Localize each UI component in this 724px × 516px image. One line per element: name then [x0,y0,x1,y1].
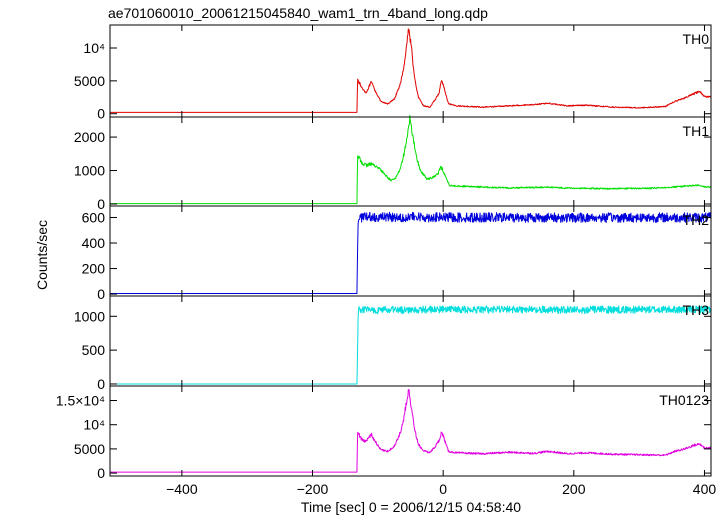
panel-frame [109,24,712,118]
series-line-th2 [109,211,712,294]
x-tick-label: 200 [562,481,586,497]
panel-th0: 0 5000 10⁴ TH0 [74,24,712,122]
x-axis-label: Time [sec] 0 = 2006/12/15 04:58:40 [301,499,521,515]
y-tick-label: 1000 [74,163,105,179]
y-tick-label: 0 [97,196,105,212]
y-tick-label: 600 [82,209,106,225]
y-tick-label: 1.5×10⁴ [56,393,105,409]
chart-title: ae701060010_20061215045840_wam1_trn_4ban… [108,5,488,21]
y-tick-label: 1000 [74,308,105,324]
panel-frame [109,116,712,207]
y-tick-label: 10⁴ [83,40,105,56]
panel-th1: 0 1000 2000 TH1 [74,114,712,212]
y-tick-label: 0 [97,465,105,481]
panel-label-th1: TH1 [683,123,710,139]
y-tick-label: 5000 [74,441,105,457]
series-line-th3 [109,305,712,385]
y-tick-label: 0 [97,106,105,122]
y-tick-label: 5000 [74,73,105,89]
x-tick-label: 0 [439,481,447,497]
panel-label-th3: TH3 [683,302,710,318]
series-line-th1 [109,114,712,205]
panel-label-th0: TH0 [683,31,710,47]
y-tick-label: 2000 [74,129,105,145]
series-line-th0123 [109,389,712,473]
x-tick-label: 400 [693,481,717,497]
x-tick-label: −200 [297,481,329,497]
y-tick-label: 10⁴ [83,417,105,433]
panel-frame [109,385,712,477]
x-axis: −400 −200 0 200 400 [166,481,716,497]
x-tick-label: −400 [166,481,198,497]
panel-label-th0123: TH0123 [659,392,709,408]
panel-th2: 0 200 400 600 TH2 [82,205,712,302]
panel-th3: 0 500 1000 TH3 [74,295,712,392]
series-line-th0 [109,28,712,113]
panel-th0123: 0 5000 10⁴ 1.5×10⁴ TH0123 [56,385,712,481]
y-tick-label: 0 [97,376,105,392]
y-axis-label: Counts/sec [34,220,50,290]
y-tick-label: 500 [82,342,106,358]
y-tick-label: 400 [82,235,106,251]
y-tick-label: 0 [97,286,105,302]
y-tick-label: 200 [82,261,106,277]
panel-label-th2: TH2 [683,212,710,228]
